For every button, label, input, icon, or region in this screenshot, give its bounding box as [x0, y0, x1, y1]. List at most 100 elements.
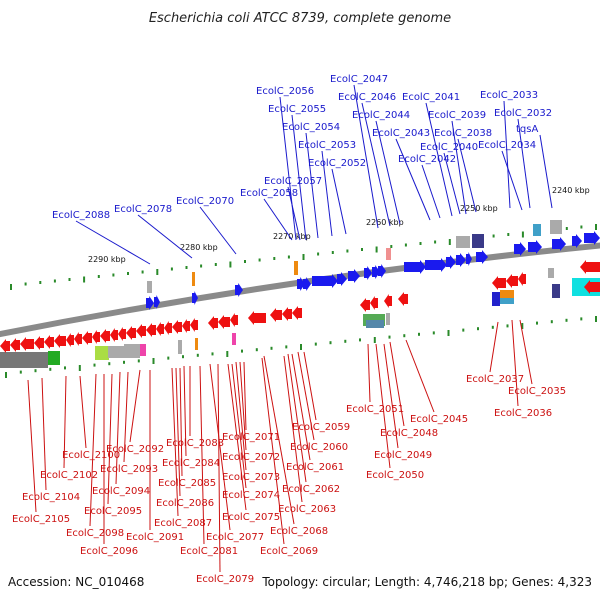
leader-line	[489, 321, 499, 373]
gene-label-ecolc-2042: EcolC_2042	[398, 154, 456, 219]
gene-label-ecolc-2071: EcolC_2071	[222, 361, 280, 443]
topology-text: Topology: circular; Length: 4,746,218 bp…	[261, 575, 592, 589]
feature-box	[232, 333, 236, 345]
gene-label-ecolc-2056: EcolC_2056	[256, 86, 314, 241]
gene-label-ecolc-2073: EcolC_2073	[222, 361, 280, 483]
gene-label-text: EcolC_2060	[290, 442, 348, 453]
leader-line	[79, 375, 87, 449]
leader-line	[137, 214, 193, 259]
reverse-gene-arrow	[100, 329, 110, 343]
feature-box	[294, 261, 298, 275]
gene-label-text: EcolC_2061	[286, 462, 344, 473]
tick-label-2260: 2260 kbp	[366, 218, 404, 227]
gene-label-text: EcolC_2086	[156, 498, 214, 509]
gene-label-ecolc-2085: EcolC_2085	[158, 367, 216, 489]
gene-label-text: EcolC_2063	[278, 504, 336, 515]
gene-label-text: EcolC_2046	[338, 92, 396, 103]
leader-line	[539, 134, 553, 209]
leader-line	[217, 363, 221, 573]
feature-box	[386, 313, 390, 325]
leader-line	[287, 353, 307, 483]
gene-label-text: EcolC_2048	[380, 428, 438, 439]
lower-dot	[521, 323, 524, 329]
lower-dot	[285, 345, 288, 349]
gene-label-ecolc-2040: EcolC_2040	[420, 142, 478, 215]
forward-gene-arrow	[372, 265, 380, 279]
lower-dot	[418, 332, 420, 336]
leader-line	[375, 343, 391, 469]
gene-label-text: EcolC_2058	[240, 188, 298, 199]
reverse-gene-arrow	[54, 334, 66, 348]
feature-box	[0, 352, 48, 368]
gene-label-text: EcolC_2078	[114, 204, 172, 215]
reverse-gene-arrow	[66, 333, 74, 347]
feature-box	[140, 344, 146, 356]
gene-label-text: EcolC_2033	[480, 90, 538, 101]
leader-line	[291, 353, 311, 461]
tick-label-2250: 2250 kbp	[460, 204, 498, 213]
gene-label-text: EcolC_2092	[106, 444, 164, 455]
leader-line	[511, 319, 519, 407]
gene-label-text: EcolC_2071	[222, 432, 280, 443]
lower-dot	[565, 318, 568, 322]
leader-line	[519, 319, 533, 385]
gene-label-text: EcolC_2041	[402, 92, 460, 103]
accession-text: Accession: NC_010468	[8, 575, 144, 589]
feature-box	[195, 338, 198, 350]
reverse-gene-arrow	[110, 328, 118, 342]
leader-line	[443, 152, 461, 215]
gene-label-ecolc-2086: EcolC_2086	[156, 367, 214, 509]
gene-label-ecolc-2043: EcolC_2043	[372, 128, 431, 221]
leader-line	[291, 114, 307, 241]
gene-label-text: EcolC_2040	[420, 142, 478, 153]
upper-dot	[580, 225, 583, 229]
gene-label-ecolc-2063: EcolC_2063	[278, 355, 336, 515]
gene-label-ecolc-2050: EcolC_2050	[366, 343, 424, 481]
leader-line	[375, 120, 401, 225]
forward-gene-arrow	[235, 283, 243, 297]
lower-dot	[255, 348, 258, 352]
gene-label-ecolc-2052: EcolC_2052	[308, 158, 366, 235]
reverse-gene-arrow	[92, 330, 100, 344]
gene-label-text: EcolC_2094	[92, 486, 150, 497]
gene-label-text: EcolC_2081	[180, 546, 238, 557]
gene-label-text: EcolC_2052	[308, 158, 366, 169]
leader-line	[27, 379, 37, 513]
gene-label-ecolc-2051: EcolC_2051	[346, 343, 404, 415]
feature-box	[124, 344, 140, 358]
gene-label-text: EcolC_2069	[260, 546, 318, 557]
feature-box	[550, 220, 562, 234]
gene-label-ecolc-2047: EcolC_2047	[330, 74, 388, 229]
lower-dot	[506, 324, 509, 328]
gene-label-text: EcolC_2055	[268, 104, 326, 115]
lower-dot	[49, 367, 52, 371]
lower-dot	[19, 370, 22, 374]
gene-label-ecolc-2105: EcolC_2105	[12, 379, 70, 525]
forward-gene-labels: EcolC_2033EcolC_2032tqsAEcolC_2034EcolC_…	[52, 74, 553, 265]
leader-line	[367, 343, 371, 403]
upper-dot	[448, 239, 451, 245]
gene-label-text: EcolC_2083	[166, 438, 224, 449]
upper-dot	[346, 249, 349, 253]
forward-gene-arrow	[404, 260, 426, 274]
forward-gene-arrow	[364, 266, 372, 280]
upper-dot	[390, 245, 393, 248]
lower-dot	[447, 330, 450, 336]
leader-line	[501, 150, 523, 211]
gene-label-ecolc-2096: EcolC_2096	[80, 374, 138, 557]
lower-dot	[34, 369, 37, 373]
reverse-gene-arrow	[292, 306, 302, 320]
lower-dot	[432, 331, 435, 335]
gene-label-ecolc-2093: EcolC_2093	[100, 371, 158, 475]
leader-line	[457, 138, 477, 213]
forward-gene-arrow	[337, 272, 347, 286]
lower-dot	[595, 316, 597, 322]
upper-dot	[317, 252, 320, 256]
leader-line	[129, 369, 141, 443]
gene-label-text: EcolC_2053	[298, 140, 356, 151]
upper-dot	[419, 242, 422, 245]
lower-dot	[196, 353, 199, 357]
lower-dot	[300, 344, 302, 350]
upper-dot	[375, 246, 378, 253]
gene-label-ecolc-2036: EcolC_2036	[494, 319, 552, 419]
